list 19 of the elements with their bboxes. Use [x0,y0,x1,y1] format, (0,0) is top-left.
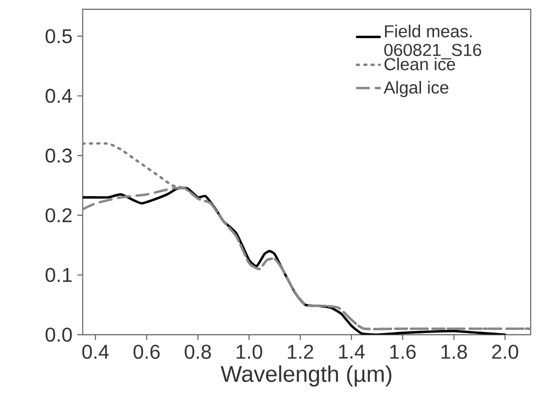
y-tick-label: 0.3 [46,148,72,163]
x-tick-label: 0.8 [184,344,211,359]
legend-label: Algal ice [384,80,448,98]
x-tick-label: 1.2 [288,344,314,359]
x-tick-label: 1.8 [441,344,467,359]
legend-label: Clean ice [384,58,456,70]
x-tick-label: 0.6 [134,344,160,359]
x-tick-label: 0.4 [82,344,109,359]
y-tick-label: 0.4 [46,88,72,103]
y-tick-label: 0.1 [46,268,72,282]
x-axis-title: Wavelength (µm) [220,365,392,386]
y-tick-label: 0.5 [46,29,72,44]
x-tick-label: 1.6 [390,344,416,359]
y-tick-label: 0.2 [46,208,72,222]
legend-label: Field meas. 060821_S16 [384,24,482,60]
x-tick-label: 1.0 [236,344,262,359]
x-tick-label: 2.0 [492,344,518,359]
x-tick-label: 1.4 [339,344,365,358]
y-tick-label: 0.0 [46,328,72,342]
